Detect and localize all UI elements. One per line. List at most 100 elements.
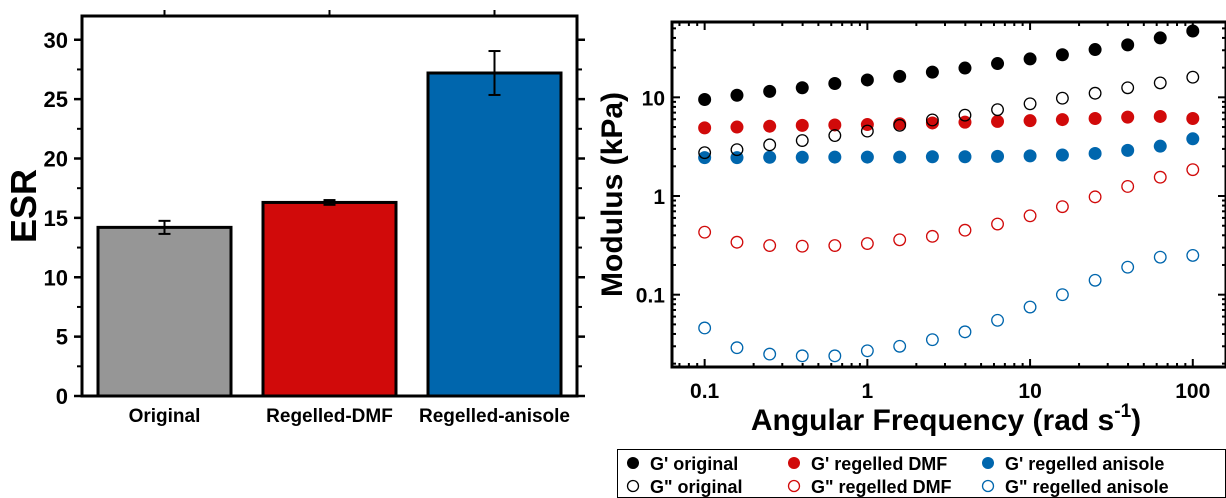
point-s4-0: [698, 225, 712, 239]
point-s4-15: [1186, 163, 1200, 177]
point-s1-1: [730, 120, 744, 134]
bar-y-axis-label: ESR: [3, 169, 44, 243]
esr-bar-chart: 0 5 10 15 20 25 30 Original Regelled-DMF Regelle…: [3, 10, 585, 427]
point-s1-13: [1121, 110, 1135, 124]
bar-ytick-label-2: 10: [44, 265, 68, 290]
point-s4-3: [795, 239, 809, 253]
legend-marker-5: [981, 479, 995, 493]
point-s4-1: [730, 235, 744, 249]
legend-marker-2: [982, 457, 994, 469]
point-s5-2: [763, 347, 777, 361]
point-s2-4: [828, 150, 842, 164]
point-s5-1: [730, 341, 744, 355]
point-s0-12: [1088, 43, 1102, 57]
point-s3-7: [925, 113, 939, 127]
point-s2-2: [763, 150, 777, 164]
sc-ytick-label-1: 1: [653, 186, 665, 209]
sc-xtick-label-3: 100: [1175, 380, 1210, 403]
legend-label-0: G' original: [650, 454, 738, 474]
point-s0-2: [763, 84, 777, 98]
point-s3-12: [1088, 86, 1102, 100]
scatter-x-axis-label: Angular Frequency (rad s-1): [751, 401, 1141, 437]
point-s0-7: [925, 65, 939, 79]
point-s0-13: [1121, 38, 1135, 52]
point-s2-8: [958, 150, 972, 164]
point-s4-6: [893, 233, 907, 247]
point-s3-3: [795, 134, 809, 147]
point-s5-3: [795, 349, 809, 363]
bar-ytick-label-5: 25: [44, 87, 68, 112]
point-s2-14: [1153, 139, 1167, 153]
point-s5-0: [698, 321, 712, 335]
point-s1-4: [828, 118, 842, 132]
legend-items: G' original G' regelled DMF G' regelled an…: [626, 454, 1169, 497]
point-s2-5: [860, 150, 874, 164]
point-s0-9: [991, 57, 1005, 71]
point-s5-5: [860, 344, 874, 358]
sc-ytick-label-0: 0.1: [636, 285, 666, 308]
bar-ytick-label-4: 20: [44, 147, 68, 172]
point-s5-9: [991, 313, 1004, 327]
modulus-scatter-chart: 0.1 1 10 100 0.1 1 10 Modulus (kPa) Angular Fr…: [596, 20, 1226, 437]
legend-marker-3: [626, 479, 640, 493]
point-s2-3: [795, 150, 809, 164]
point-s5-8: [958, 325, 972, 339]
point-s2-0: [698, 151, 712, 165]
point-s2-6: [893, 150, 907, 164]
point-s4-14: [1153, 170, 1167, 184]
legend: G' original G' regelled DMF G' regelled an…: [617, 449, 1226, 498]
point-s3-10: [1023, 97, 1037, 111]
point-s0-4: [828, 77, 842, 91]
point-s3-4: [828, 129, 842, 142]
point-s1-3: [795, 118, 809, 132]
point-s3-1: [730, 143, 744, 157]
point-s2-11: [1055, 148, 1069, 162]
legend-label-2: G' regelled anisole: [1005, 454, 1164, 474]
point-s4-12: [1088, 190, 1102, 204]
point-s4-9: [991, 217, 1004, 231]
sc-ytick-label-2: 10: [642, 87, 665, 110]
point-s4-7: [925, 229, 939, 243]
point-s1-14: [1153, 109, 1167, 123]
point-s5-15: [1186, 248, 1200, 262]
point-s2-7: [925, 150, 939, 164]
legend-label-4: G" regelled DMF: [811, 477, 952, 497]
point-s0-0: [698, 93, 712, 107]
point-s3-0: [698, 146, 712, 160]
legend-label-3: G" original: [650, 477, 743, 497]
sc-xtick-label-1: 1: [862, 380, 874, 403]
point-s1-12: [1088, 112, 1102, 126]
point-s4-2: [763, 239, 777, 252]
point-s0-11: [1055, 48, 1069, 62]
point-s5-13: [1121, 260, 1135, 274]
point-s2-9: [991, 149, 1005, 163]
point-s4-4: [828, 239, 842, 252]
point-s3-13: [1121, 81, 1135, 95]
point-s0-3: [795, 81, 809, 95]
point-s5-12: [1088, 273, 1102, 287]
point-s5-4: [828, 349, 842, 363]
x-label-sup: -1: [1114, 401, 1131, 422]
bar-category-label-1: Regelled-DMF: [266, 406, 393, 427]
bar-1: [261, 200, 398, 398]
point-s4-10: [1023, 209, 1037, 223]
point-s0-15: [1186, 24, 1200, 38]
point-s0-14: [1153, 31, 1167, 45]
bar-ytick-label-6: 30: [44, 28, 68, 53]
point-s3-6: [893, 118, 907, 132]
legend-marker-1: [788, 457, 800, 469]
bar-0: [96, 225, 233, 398]
scatter-plot-frame: [670, 20, 1226, 369]
point-s0-1: [730, 88, 744, 102]
bar-category-label-0: Original: [129, 406, 201, 427]
bar-category-label-2: Regelled-anisole: [419, 406, 570, 427]
point-s0-10: [1023, 52, 1037, 66]
point-s2-12: [1088, 146, 1102, 160]
point-s1-15: [1186, 112, 1200, 126]
point-s2-15: [1186, 132, 1200, 146]
point-s5-10: [1023, 300, 1037, 314]
bar-x-axis: Original Regelled-DMF Regelled-anisole: [129, 10, 570, 427]
point-s1-5: [860, 118, 874, 132]
point-s3-15: [1186, 70, 1200, 84]
